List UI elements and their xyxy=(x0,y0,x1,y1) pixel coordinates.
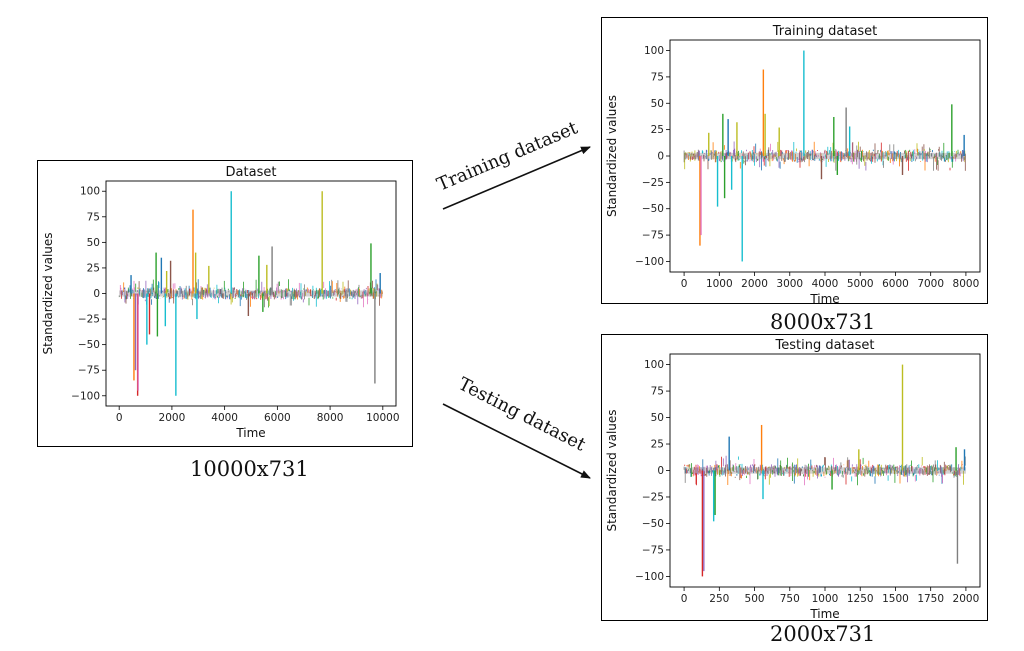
dataset-chart: 0 2000 4000 6000 8000 10000 −100 −75 −50 −25 0 25 50… xyxy=(41,165,400,440)
x-tick-label: 10000 xyxy=(366,412,399,424)
x-tick-label: 6000 xyxy=(882,278,909,290)
training-size-caption: 8000x731 xyxy=(770,310,876,334)
chart-title: Testing dataset xyxy=(775,338,875,353)
testing-chart-panel: 0 250 500 750 1000 1250 1500 1750 2000 −100 −75 −50… xyxy=(601,334,988,621)
x-tick-label: 3000 xyxy=(776,278,803,290)
x-tick-label: 5000 xyxy=(847,278,874,290)
x-tick-label: 1000 xyxy=(706,278,733,290)
x-axis-label: Time xyxy=(235,426,265,440)
y-tick-label: 0 xyxy=(93,288,100,300)
x-tick-label: 0 xyxy=(116,412,123,424)
y-tick-label: −50 xyxy=(642,518,664,530)
x-tick-label: 500 xyxy=(745,593,765,605)
x-tick-label: 2000 xyxy=(159,412,186,424)
y-axis-label: Standardized values xyxy=(605,409,619,531)
testing-size-caption: 2000x731 xyxy=(770,622,876,646)
training-chart: 0 1000 2000 3000 4000 5000 6000 7000 8000−100−75… xyxy=(605,24,981,305)
testing-arrow-label: Testing dataset xyxy=(454,373,589,456)
x-tick-label: 8000 xyxy=(317,412,344,424)
y-tick-label: 25 xyxy=(87,262,100,274)
y-tick-label: −50 xyxy=(78,339,100,351)
y-tick-label: 100 xyxy=(80,186,100,198)
y-tick-label: −75 xyxy=(78,365,100,377)
y-tick-label: −100 xyxy=(71,390,100,402)
y-tick-label: −25 xyxy=(642,177,664,189)
y-tick-label: 0 xyxy=(657,465,664,477)
y-tick-label: 75 xyxy=(87,211,100,223)
x-tick-label: 750 xyxy=(780,593,800,605)
training-chart-panel: 0 1000 2000 3000 4000 5000 6000 7000 8000 −100 −75… xyxy=(601,17,988,305)
baseline-band xyxy=(684,152,966,160)
x-tick-label: 6000 xyxy=(264,412,291,424)
y-tick-label: −25 xyxy=(78,314,100,326)
y-axis-label: Standardized values xyxy=(605,95,619,217)
y-tick-label: 50 xyxy=(651,98,664,110)
x-tick-label: 250 xyxy=(709,593,729,605)
y-tick-label: −100 xyxy=(635,571,664,583)
y-tick-label: −75 xyxy=(642,230,664,242)
y-tick-label: 100 xyxy=(644,45,664,57)
x-tick-label: 4000 xyxy=(812,278,839,290)
chart-title: Training dataset xyxy=(772,24,878,39)
chart-title: Dataset xyxy=(226,165,277,180)
x-tick-label: 1500 xyxy=(882,593,909,605)
y-tick-label: 25 xyxy=(651,124,664,136)
y-tick-label: −50 xyxy=(642,203,664,215)
plot-area xyxy=(683,50,966,262)
y-tick-label: −100 xyxy=(635,256,664,268)
y-tick-label: 0 xyxy=(657,151,664,163)
dataset-size-caption: 10000x731 xyxy=(190,457,309,481)
x-tick-label: 0 xyxy=(681,278,688,290)
dataset-chart-panel: 0 2000 4000 6000 8000 10000 −100 −75 −50 −25 0 25 50… xyxy=(37,160,413,447)
x-tick-label: 1750 xyxy=(917,593,944,605)
x-axis-label: Time xyxy=(809,292,839,305)
x-axis-label: Time xyxy=(809,607,839,621)
y-tick-label: −25 xyxy=(642,491,664,503)
y-tick-label: 25 xyxy=(651,439,664,451)
y-tick-label: 75 xyxy=(651,71,664,83)
y-tick-label: 50 xyxy=(651,412,664,424)
plot-area xyxy=(683,364,966,577)
y-axis-label: Standardized values xyxy=(41,232,55,354)
x-tick-label: 2000 xyxy=(741,278,768,290)
x-tick-label: 7000 xyxy=(917,278,944,290)
testing-chart: 0 250 500 750 1000 1250 1500 1750 2000−100−75−50… xyxy=(605,338,981,621)
plot-area xyxy=(118,191,383,396)
y-tick-label: 75 xyxy=(651,386,664,398)
x-tick-label: 2000 xyxy=(953,593,980,605)
x-tick-label: 1000 xyxy=(812,593,839,605)
x-tick-label: 0 xyxy=(681,593,688,605)
y-tick-label: −75 xyxy=(642,544,664,556)
x-tick-label: 1250 xyxy=(847,593,874,605)
baseline-band xyxy=(684,467,966,474)
x-tick-label: 4000 xyxy=(211,412,238,424)
baseline-band xyxy=(119,290,383,297)
x-tick-label: 8000 xyxy=(953,278,980,290)
training-arrow-label: Training dataset xyxy=(433,117,581,196)
y-tick-label: 100 xyxy=(644,359,664,371)
y-tick-label: 50 xyxy=(87,237,100,249)
